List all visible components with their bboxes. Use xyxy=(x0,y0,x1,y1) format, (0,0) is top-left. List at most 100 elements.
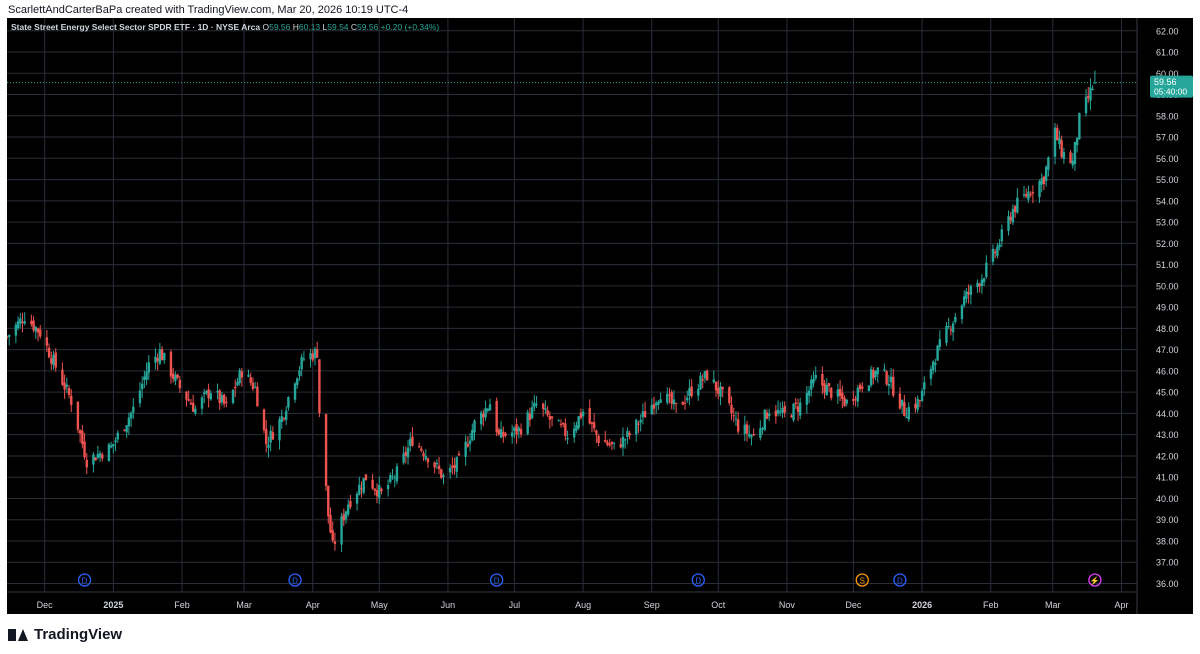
candle-body xyxy=(519,428,523,435)
candle-body xyxy=(674,402,678,404)
candle-body xyxy=(635,419,638,435)
candle-body xyxy=(976,282,979,287)
candle-body xyxy=(776,409,780,414)
candle-body xyxy=(464,441,467,457)
candle-body xyxy=(714,381,718,391)
candle-body xyxy=(238,370,241,384)
candle-body xyxy=(282,418,286,420)
candle-body xyxy=(965,291,968,299)
candle-body xyxy=(717,388,720,394)
y-tick-label: 47.00 xyxy=(1156,345,1179,355)
candle-body xyxy=(21,321,24,324)
candle-body xyxy=(331,530,334,541)
candle-body xyxy=(129,412,133,419)
candlestick-chart[interactable]: D D D D S D ⚡ 36.00 37.00 38.00 39.00 40.00 41.00 42… xyxy=(7,18,1193,614)
candle-body xyxy=(606,442,609,446)
candle-body xyxy=(845,399,848,404)
candle-body xyxy=(914,403,917,409)
x-tick-label: 2026 xyxy=(912,600,932,610)
low-value: 59.54 xyxy=(327,22,351,32)
candle-body xyxy=(1047,157,1050,170)
candle-body xyxy=(825,384,829,396)
candle-body xyxy=(495,401,498,433)
candle-body xyxy=(623,439,627,441)
candle-body xyxy=(125,425,128,433)
candle-body xyxy=(81,430,84,444)
candle-body xyxy=(417,446,421,448)
candle-body xyxy=(670,392,673,404)
candle-body xyxy=(843,397,846,406)
candle-body xyxy=(145,371,148,380)
candle-body xyxy=(765,412,769,419)
candle-body xyxy=(794,402,797,404)
candle-body xyxy=(918,400,922,402)
countdown-value: 05:40:00 xyxy=(1154,87,1187,97)
high-value: 60.13 xyxy=(299,22,323,32)
candle-body xyxy=(703,371,707,379)
candle-body xyxy=(790,415,793,418)
candle-body xyxy=(156,357,159,361)
candle-body xyxy=(216,391,219,393)
candle-body xyxy=(147,362,151,373)
candle-body xyxy=(838,388,842,396)
candle-body xyxy=(874,371,877,378)
candle-body xyxy=(406,447,410,458)
candle-body xyxy=(998,244,1001,248)
candle-body xyxy=(978,283,981,287)
candle-body xyxy=(54,352,57,368)
candle-body xyxy=(1029,194,1032,196)
y-tick-label: 62.00 xyxy=(1156,26,1179,36)
candle-body xyxy=(639,419,642,423)
candle-body xyxy=(342,514,345,521)
candle-body xyxy=(588,408,591,424)
candle-body xyxy=(236,381,239,386)
candle-body xyxy=(743,424,747,434)
candle-body xyxy=(482,413,485,418)
event-marker-letter: S xyxy=(860,577,865,586)
candle-body xyxy=(114,440,117,443)
candle-body xyxy=(796,406,800,412)
open-label: O xyxy=(262,22,269,32)
candle-body xyxy=(61,369,64,385)
candle-body xyxy=(435,463,439,465)
candle-body xyxy=(362,478,365,493)
tradingview-brand[interactable]: TradingView xyxy=(8,626,122,643)
candle-body xyxy=(278,419,281,441)
candle-body xyxy=(194,408,197,414)
candle-body xyxy=(249,377,252,383)
candle-body xyxy=(402,453,405,463)
candle-body xyxy=(814,374,817,379)
candle-body xyxy=(905,416,908,419)
candle-body xyxy=(389,475,392,483)
event-marker-circle xyxy=(893,573,907,587)
candle-body xyxy=(411,436,414,446)
candle-body xyxy=(962,296,966,306)
candle-body xyxy=(827,383,831,386)
candle-body xyxy=(852,399,855,402)
candle-body xyxy=(240,371,244,378)
candle-body xyxy=(657,401,660,405)
candle-body xyxy=(993,251,997,254)
candle-body xyxy=(222,394,226,404)
y-tick-label: 53.00 xyxy=(1156,218,1179,228)
candle-body xyxy=(681,402,684,405)
candle-body xyxy=(604,440,607,443)
candle-body xyxy=(375,490,379,497)
candle-body xyxy=(686,397,689,401)
candle-body xyxy=(373,488,377,491)
candle-body xyxy=(287,397,290,408)
candle-body xyxy=(32,320,35,331)
candle-body xyxy=(409,438,412,446)
candle-body xyxy=(1027,191,1030,200)
candle-body xyxy=(98,453,102,458)
candle-body xyxy=(1091,89,1094,91)
candle-body xyxy=(666,393,669,403)
candle-body xyxy=(985,262,988,277)
chart-frame[interactable]: D D D D S D ⚡ 36.00 37.00 38.00 39.00 40.00 41.00 42… xyxy=(7,18,1193,614)
candle-body xyxy=(610,442,614,445)
candle-body xyxy=(1009,216,1012,221)
candle-body xyxy=(300,357,303,370)
candle-body xyxy=(189,402,193,405)
candle-body xyxy=(344,511,348,520)
